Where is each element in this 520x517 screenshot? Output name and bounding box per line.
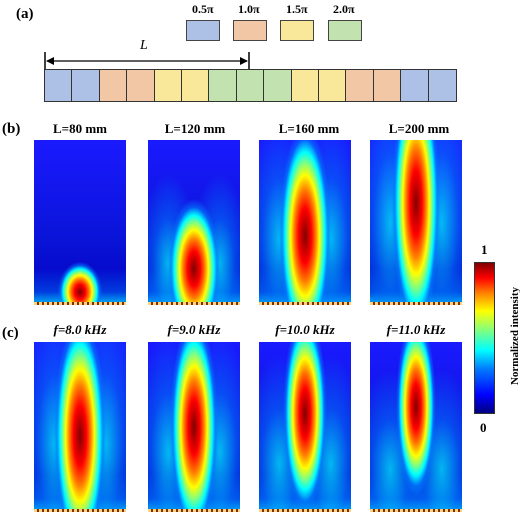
length-label: L <box>140 38 148 53</box>
colorbar-min-label: 0 <box>480 420 487 435</box>
source-surface-line <box>148 302 240 305</box>
b-title-2: L=160 mm <box>278 121 340 136</box>
strip-cell <box>428 70 456 101</box>
strip-cell <box>45 70 73 101</box>
strip-cell <box>346 70 374 101</box>
colorbar-max-label: 1 <box>481 242 488 257</box>
strip-cell <box>373 70 402 101</box>
legend-label-3: 2.0π <box>333 2 355 16</box>
field-map-f8 <box>34 342 126 512</box>
b-title-1: L=120 mm <box>164 121 226 136</box>
length-dimension: L <box>44 38 250 70</box>
legend-label-1: 1.0π <box>238 2 260 16</box>
field-map-L160 <box>259 140 351 305</box>
length-arrow-icon <box>44 52 250 70</box>
legend-swatch-0 <box>186 20 220 41</box>
c-title-3: f=11.0 kHz <box>386 322 446 337</box>
source-surface-line <box>370 509 462 512</box>
source-surface-line <box>148 509 240 512</box>
strip-cell <box>127 70 155 101</box>
colorbar <box>474 262 495 414</box>
source-surface-line <box>34 302 126 305</box>
b-title-3: L=200 mm <box>388 121 450 136</box>
legend-swatch-2 <box>280 20 314 41</box>
metasurface-strip <box>44 69 457 102</box>
panel-b-label: (b) <box>2 121 21 137</box>
legend-label-0: 0.5π <box>192 2 214 16</box>
field-map-f9 <box>148 342 240 512</box>
strip-cell <box>264 70 292 101</box>
legend-swatch-1 <box>233 20 267 41</box>
strip-cell <box>319 70 347 101</box>
source-surface-line <box>370 302 462 305</box>
colorbar-title: Normalized intensity <box>509 286 520 386</box>
c-title-2: f=10.0 kHz <box>275 322 335 337</box>
strip-cell <box>401 70 429 101</box>
panel-c-label: (c) <box>2 325 19 341</box>
field-map-L120 <box>148 140 240 305</box>
b-title-0: L=80 mm <box>53 121 107 136</box>
source-surface-line <box>259 509 351 512</box>
field-map-L80 <box>34 140 126 305</box>
strip-cell <box>99 70 128 101</box>
field-map-L200 <box>370 140 462 305</box>
strip-cell <box>236 70 265 101</box>
c-title-1: f=9.0 kHz <box>167 322 221 337</box>
strip-cell <box>154 70 182 101</box>
strip-cell <box>182 70 210 101</box>
legend-label-2: 1.5π <box>286 2 308 16</box>
source-surface-line <box>34 509 126 512</box>
source-surface-line <box>259 302 351 305</box>
phase-legend: 0.5π 1.0π 1.5π 2.0π <box>186 2 366 42</box>
strip-cell <box>72 70 100 101</box>
strip-cell <box>209 70 237 101</box>
strip-cell <box>291 70 319 101</box>
field-map-f11 <box>370 342 462 512</box>
legend-swatch-3 <box>328 20 362 41</box>
field-map-f10 <box>259 342 351 512</box>
panel-a-label: (a) <box>16 6 34 22</box>
c-title-0: f=8.0 kHz <box>53 322 107 337</box>
